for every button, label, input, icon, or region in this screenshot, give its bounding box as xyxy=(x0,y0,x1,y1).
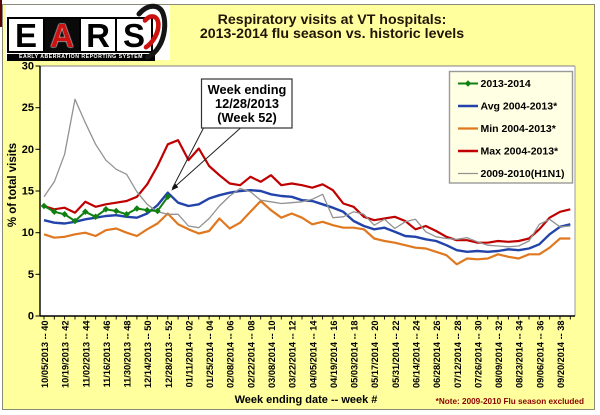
svg-text:12/28/2013: 12/28/2013 xyxy=(215,96,279,111)
svg-text:10: 10 xyxy=(22,227,34,239)
svg-text:30: 30 xyxy=(22,61,34,73)
svg-text:02/08/2014 -- 06: 02/08/2014 -- 06 xyxy=(226,321,236,388)
svg-text:*Note: 2009-2010 Flu season ex: *Note: 2009-2010 Flu season excluded xyxy=(436,397,584,406)
svg-text:01/25/2014 -- 04: 01/25/2014 -- 04 xyxy=(205,320,215,388)
svg-text:07/12/2014 -- 28: 07/12/2014 -- 28 xyxy=(453,321,463,388)
svg-text:06/28/2014 -- 26: 06/28/2014 -- 26 xyxy=(432,321,442,388)
svg-text:Week ending date -- week #: Week ending date -- week # xyxy=(235,394,378,406)
svg-text:12/28/2013 -- 52: 12/28/2013 -- 52 xyxy=(164,321,174,388)
svg-text:(Week 52): (Week 52) xyxy=(217,110,277,125)
svg-text:05/03/2014 -- 18: 05/03/2014 -- 18 xyxy=(350,321,360,388)
svg-text:08/09/2014 -- 32: 08/09/2014 -- 32 xyxy=(494,321,504,388)
svg-text:03/08/2014 -- 10: 03/08/2014 -- 10 xyxy=(267,321,277,388)
svg-text:10/05/2013 -- 40: 10/05/2013 -- 40 xyxy=(40,321,50,388)
svg-text:07/26/2014 -- 30: 07/26/2014 -- 30 xyxy=(473,321,483,388)
svg-text:0: 0 xyxy=(28,311,34,323)
svg-text:05/17/2014 -- 20: 05/17/2014 -- 20 xyxy=(370,321,380,388)
svg-text:20: 20 xyxy=(22,144,34,156)
svg-text:11/16/2013 -- 46: 11/16/2013 -- 46 xyxy=(102,321,112,388)
svg-text:5: 5 xyxy=(28,269,34,281)
svg-text:11/30/2013 -- 48: 11/30/2013 -- 48 xyxy=(123,321,133,388)
svg-text:02/22/2014 -- 08: 02/22/2014 -- 08 xyxy=(246,321,256,388)
svg-text:09/06/2014 -- 36: 09/06/2014 -- 36 xyxy=(535,321,545,388)
svg-text:% of total visits: % of total visits xyxy=(7,143,19,227)
svg-text:2009-2010(H1N1): 2009-2010(H1N1) xyxy=(481,168,565,180)
svg-text:05/31/2014 -- 22: 05/31/2014 -- 22 xyxy=(391,321,401,388)
svg-text:04/19/2014 -- 16: 04/19/2014 -- 16 xyxy=(329,321,339,388)
svg-text:11/02/2013 -- 44: 11/02/2013 -- 44 xyxy=(81,320,91,388)
svg-text:Max 2004-2013*: Max 2004-2013* xyxy=(481,146,560,158)
svg-text:25: 25 xyxy=(22,102,34,114)
svg-text:Avg 2004-2013*: Avg 2004-2013* xyxy=(481,101,559,113)
svg-text:08/23/2014 -- 34: 08/23/2014 -- 34 xyxy=(515,320,525,388)
svg-text:10/19/2013 -- 42: 10/19/2013 -- 42 xyxy=(61,321,71,388)
svg-text:03/22/2014 -- 12: 03/22/2014 -- 12 xyxy=(288,321,298,388)
svg-text:09/20/2014 -- 38: 09/20/2014 -- 38 xyxy=(556,321,566,388)
svg-text:2013-2014: 2013-2014 xyxy=(481,78,531,90)
svg-text:15: 15 xyxy=(22,186,34,198)
svg-text:Min 2004-2013*: Min 2004-2013* xyxy=(481,123,557,135)
svg-text:06/14/2014 -- 24: 06/14/2014 -- 24 xyxy=(412,320,422,388)
svg-text:Week ending: Week ending xyxy=(208,82,287,97)
svg-text:01/11/2014 -- 02: 01/11/2014 -- 02 xyxy=(185,321,195,388)
svg-text:04/05/2014 -- 14: 04/05/2014 -- 14 xyxy=(308,320,318,388)
svg-text:12/14/2013 -- 50: 12/14/2013 -- 50 xyxy=(143,321,153,388)
